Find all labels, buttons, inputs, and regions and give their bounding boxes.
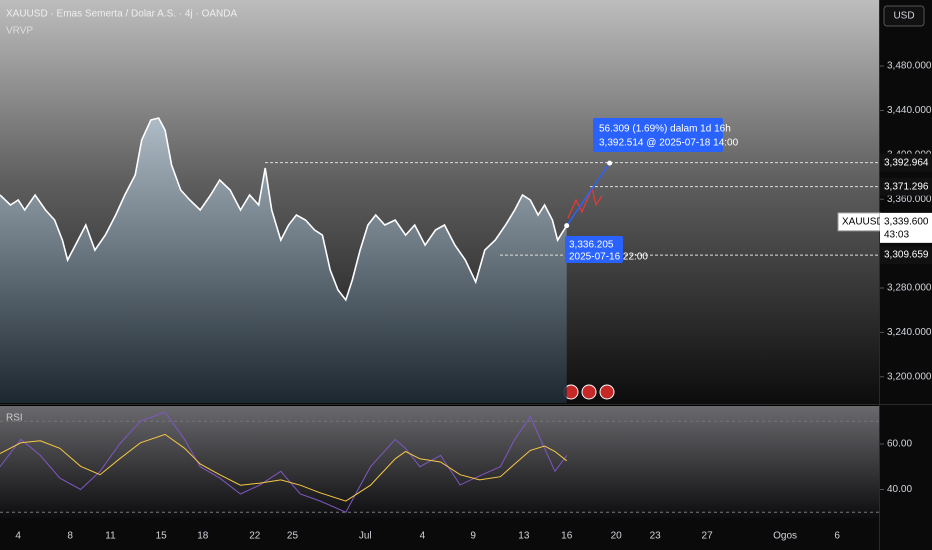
x-tick-label: 9 [470, 531, 476, 542]
indicator-name: VRVP [6, 26, 33, 37]
area [0, 118, 567, 403]
x-tick-label: 27 [702, 531, 714, 542]
price-label: 3,371.296 [884, 181, 929, 192]
x-tick-label: Ogos [773, 531, 797, 542]
projection-detail: 3,392.514 @ 2025-07-18 14:00 [599, 138, 739, 149]
time-axis [0, 518, 880, 550]
x-tick-label: 4 [420, 531, 426, 542]
y-tick-label: 3,440.000 [887, 105, 932, 116]
y-tick-label: 40.00 [887, 484, 912, 495]
series-line [0, 411, 568, 513]
currency-box[interactable] [883, 5, 925, 27]
price-label: 3,392.964 [884, 157, 929, 168]
x-tick-label: 22 [249, 531, 261, 542]
last-point-label: 3,336.205 [569, 240, 614, 251]
countdown: 43:03 [884, 230, 909, 241]
current-price: 3,339.600 [884, 217, 929, 228]
x-tick-label: 18 [197, 531, 209, 542]
rsi-title: RSI [6, 413, 23, 424]
projection-box [593, 118, 723, 152]
symbol: XAUUSD [842, 217, 884, 228]
x-tick-label: Jul [359, 531, 372, 542]
y-tick-label: 3,280.000 [887, 283, 932, 294]
currency: USD [893, 11, 914, 22]
price-label-box [880, 246, 932, 265]
x-tick-label: 6 [834, 531, 840, 542]
last-point-box [565, 236, 623, 263]
event-icons [563, 384, 615, 400]
price-label-box [880, 177, 932, 196]
projection-start [564, 223, 570, 229]
projection-line [566, 162, 611, 227]
chart-title: XAUUSD · Emas Semerta / Dolar A.S. · 4j … [6, 9, 237, 20]
y-tick-label: 60.00 [887, 439, 912, 450]
y-tick-label: 3,360.000 [887, 194, 932, 205]
x-tick-label: 8 [67, 531, 73, 542]
x-tick-label: 15 [156, 531, 168, 542]
projection-end [607, 160, 613, 166]
x-tick-label: 13 [518, 531, 530, 542]
x-tick-label: 25 [287, 531, 299, 542]
projection-label: 56.309 (1.69%) dalam 1d 16h [599, 124, 731, 135]
x-tick-label: 23 [650, 531, 662, 542]
series-line [0, 117, 568, 302]
price-label: 3,309.659 [884, 250, 929, 261]
y-tick-label: 3,200.000 [887, 371, 932, 382]
x-tick-label: 20 [611, 531, 623, 542]
series-line [0, 433, 568, 502]
y-tick-label: 3,240.000 [887, 327, 932, 338]
x-tick-label: 16 [561, 531, 573, 542]
y-tick-label: 3,480.000 [887, 61, 932, 72]
x-tick-label: 11 [105, 531, 116, 542]
x-tick-label: 4 [15, 531, 21, 542]
price-label-box [880, 153, 932, 172]
last-point-time: 2025-07-16 22:00 [569, 252, 648, 263]
pattern-drawing [567, 185, 603, 219]
current-price-box [880, 212, 932, 243]
price-axis [880, 0, 932, 550]
